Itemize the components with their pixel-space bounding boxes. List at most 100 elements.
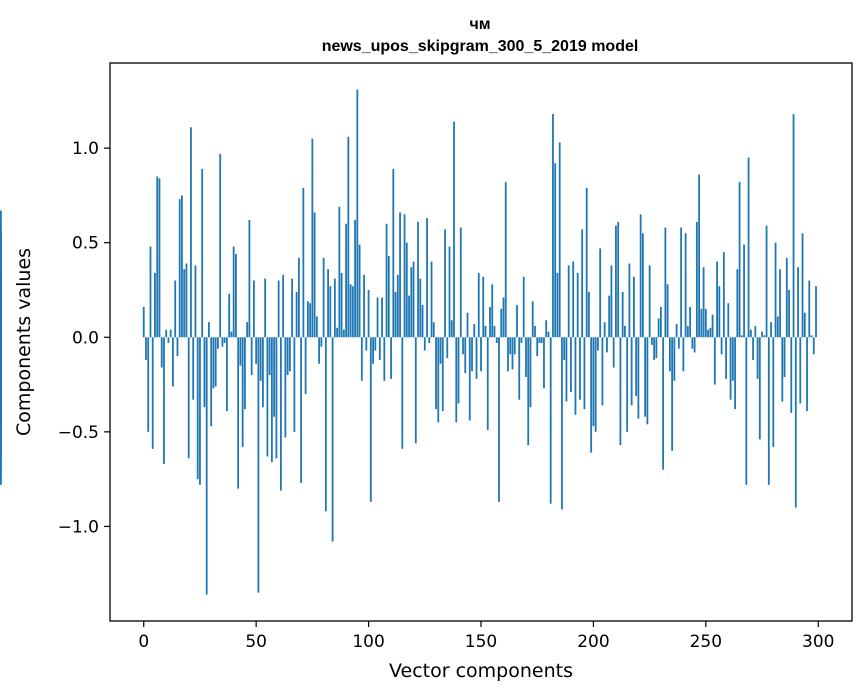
- bar-component-249: [702, 267, 705, 338]
- bar-component-67: [293, 337, 296, 432]
- bar-component-121: [414, 337, 417, 444]
- bar-component-171: [527, 337, 530, 446]
- bar-component-192: [574, 337, 577, 415]
- bar-component-122: [417, 221, 419, 338]
- bar-component-116: [403, 214, 406, 338]
- bar-component-194: [579, 337, 581, 400]
- bar-component-175: [536, 337, 539, 357]
- bar-component-227: [653, 337, 656, 360]
- bar-component-211: [617, 221, 620, 338]
- bar-component-28: [205, 337, 208, 595]
- bar-component-9: [163, 337, 165, 464]
- bar-component-233: [666, 284, 669, 338]
- bar-component-213: [621, 291, 624, 338]
- bar-component-11: [167, 337, 170, 343]
- bar-component-98: [363, 274, 365, 338]
- bar-component-221: [639, 214, 642, 338]
- bar-component-187: [563, 337, 566, 360]
- bar-component-237: [675, 324, 678, 338]
- bar-component-101: [369, 337, 372, 502]
- bar-component-215: [626, 337, 629, 432]
- bar-component-70: [300, 337, 303, 483]
- bar-component-68: [295, 291, 298, 338]
- bar-component-238: [677, 337, 680, 349]
- bar-component-210: [615, 225, 617, 338]
- bar-component-173: [531, 301, 534, 338]
- bar-component-117: [405, 242, 408, 338]
- bar-component-246: [695, 221, 698, 338]
- bar-component-86: [336, 327, 338, 338]
- bar-component-125: [423, 337, 426, 351]
- bar-component-150: [480, 337, 482, 372]
- bar-component-269: [747, 157, 750, 338]
- bar-component-39: [230, 331, 233, 338]
- bar-component-251: [707, 329, 709, 338]
- chart-title-line-2: news_upos_skipgram_300_5_2019 model: [322, 38, 639, 55]
- bar-component-88: [340, 272, 343, 338]
- bar-component-291: [797, 267, 799, 338]
- bar-component-224: [646, 337, 649, 425]
- bar-component-133: [441, 337, 444, 412]
- bar-component-202: [597, 337, 599, 351]
- bar-component-60: [277, 280, 280, 338]
- x-axis-ticks: 0 50 100 150 200 250 300: [138, 621, 834, 652]
- bar-component-153: [486, 337, 489, 430]
- x-tick-label-0: 0: [138, 632, 149, 652]
- bar-component-168: [520, 337, 523, 343]
- y-tick-label-3: 0.5: [72, 234, 99, 254]
- x-axis-label: Vector components: [389, 660, 573, 682]
- bar-component-26: [201, 168, 204, 338]
- bar-component-217: [630, 337, 633, 406]
- bar-component-199: [590, 337, 593, 453]
- bar-component-183: [554, 163, 557, 338]
- bar-component-94: [354, 220, 356, 338]
- bar-component-287: [788, 289, 790, 338]
- bar-component-63: [284, 337, 287, 438]
- bar-component-262: [731, 337, 734, 381]
- bar-component-64: [286, 337, 289, 376]
- bar-component-223: [644, 337, 647, 417]
- bar-component-69: [297, 257, 300, 338]
- bar-component-283: [779, 269, 781, 338]
- bar-component-7: [158, 178, 161, 338]
- bar-component-138: [453, 121, 455, 338]
- bar-component-1: [145, 337, 147, 360]
- bar-component-44: [241, 337, 244, 447]
- bar-component-21: [190, 127, 192, 338]
- bar-component-265: [738, 182, 741, 338]
- bar-component-87: [338, 206, 341, 338]
- bar-component-172: [529, 337, 532, 408]
- bar-component-71: [302, 187, 305, 338]
- bar-component-46: [246, 322, 249, 338]
- bar-component-155: [491, 284, 494, 338]
- bar-component-3: [149, 246, 152, 338]
- bar-component-10: [165, 329, 168, 338]
- bar-component-206: [606, 337, 608, 353]
- bar-component-218: [633, 276, 635, 338]
- bar-component-240: [682, 337, 685, 372]
- bar-component-234: [668, 337, 671, 372]
- bar-component-2: [147, 337, 150, 432]
- bar-component-230: [659, 307, 662, 338]
- bar-component-205: [603, 322, 606, 338]
- bar-component-273: [756, 337, 759, 379]
- bar-component-79: [320, 337, 323, 347]
- bar-component-270: [749, 329, 752, 338]
- bar-component-176: [538, 337, 541, 343]
- bar-component-174: [534, 325, 536, 338]
- bar-component-163: [509, 337, 512, 355]
- bar-component-154: [489, 307, 491, 338]
- bar-component-254: [713, 337, 716, 385]
- bar-component-235: [671, 337, 674, 451]
- bar-component-260: [727, 303, 730, 338]
- bar-component-274: [758, 337, 761, 440]
- bar-component-299: [815, 286, 817, 338]
- bar-component-58: [273, 337, 276, 417]
- bar-component-38: [228, 293, 231, 338]
- bar-component-195: [581, 229, 584, 338]
- bar-component-95: [356, 89, 359, 338]
- bar-component-166: [516, 305, 518, 338]
- bar-component-43: [239, 337, 242, 366]
- bar-component-280: [772, 337, 775, 447]
